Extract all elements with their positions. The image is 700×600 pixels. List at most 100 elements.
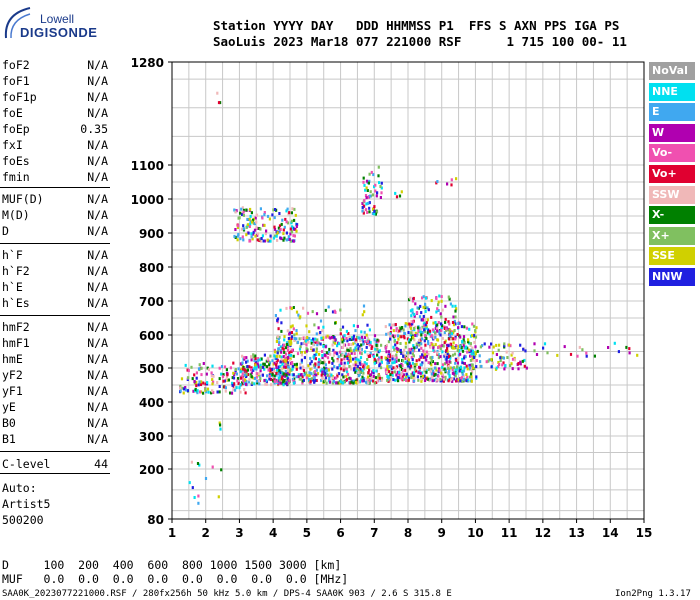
data-point [424,343,427,347]
data-point [471,357,474,361]
data-point [357,374,361,378]
data-point [463,362,466,365]
data-point [280,237,283,241]
data-point [363,183,366,187]
data-point [475,326,478,330]
data-point [315,350,318,354]
data-point [435,297,438,300]
data-point [474,345,477,349]
data-point [420,375,423,379]
data-point [371,212,374,215]
data-point [437,374,440,378]
param-g3-1-value: N/A [87,264,108,278]
data-point [337,381,340,385]
data-point [468,375,472,379]
data-point [407,378,410,382]
data-point [200,373,203,377]
data-point [407,358,410,362]
x-tick-label: 14 [602,526,619,540]
data-point [451,346,454,350]
data-point [302,365,305,369]
data-point [386,378,389,382]
data-point [242,227,245,231]
data-point [293,207,296,211]
data-point [411,320,415,324]
data-point [281,371,284,375]
data-point [380,378,383,382]
data-point [356,366,359,370]
data-point [234,385,237,389]
data-point [350,349,353,353]
data-point [218,421,221,425]
data-point [282,355,285,359]
data-point [375,381,378,384]
data-point [289,357,292,361]
data-point [372,371,375,375]
data-point [313,323,316,327]
data-point [488,358,491,362]
data-point [394,378,397,382]
data-point [420,363,423,367]
data-point [302,378,305,382]
x-tick-label: 5 [303,526,311,540]
legend-item-ssw: SSW [649,185,695,204]
data-point [433,373,436,377]
data-point [273,374,276,378]
data-point [511,367,514,371]
data-point [243,356,246,360]
data-point [269,239,272,243]
legend-item-nnw: NNW [649,268,695,286]
data-point [265,380,268,384]
data-point [266,374,269,378]
data-point [295,332,298,336]
data-point [454,304,457,308]
data-point [277,372,280,376]
data-point [443,354,446,358]
data-point [312,355,315,359]
data-point [275,340,278,343]
data-point [412,326,415,330]
data-point [355,369,358,372]
data-point [262,239,265,243]
data-point [181,386,184,390]
data-point [367,195,370,199]
data-point [237,381,240,385]
data-point [373,357,376,361]
data-point [247,380,251,384]
footer-version: Ion2Png 1.3.17 [615,589,691,599]
data-point [327,350,331,354]
data-point [285,220,288,224]
data-point [452,323,456,327]
data-point [242,367,245,371]
data-point [277,226,280,230]
data-point [392,378,395,382]
data-point [459,365,463,369]
data-point [342,335,345,339]
data-point [365,362,368,366]
data-point [206,366,209,370]
data-point [196,462,200,465]
data-point [457,322,460,325]
data-point [241,235,244,239]
data-point [433,366,437,370]
data-point [446,355,449,359]
data-point [302,306,305,310]
param-fof1p-name: foF1p [2,90,37,104]
data-point [394,334,397,338]
data-point [180,377,184,381]
data-point [257,379,260,383]
data-point [406,322,409,326]
data-point [437,346,440,349]
divider-2 [0,243,110,244]
data-point [420,379,423,383]
data-point [276,231,279,235]
data-point [252,230,255,234]
data-point [263,367,266,371]
data-point [294,213,297,217]
data-point [359,370,362,374]
data-point [327,368,330,372]
data-point [469,358,472,362]
divider-4 [0,451,110,452]
data-point [412,344,415,348]
data-point [368,343,371,347]
